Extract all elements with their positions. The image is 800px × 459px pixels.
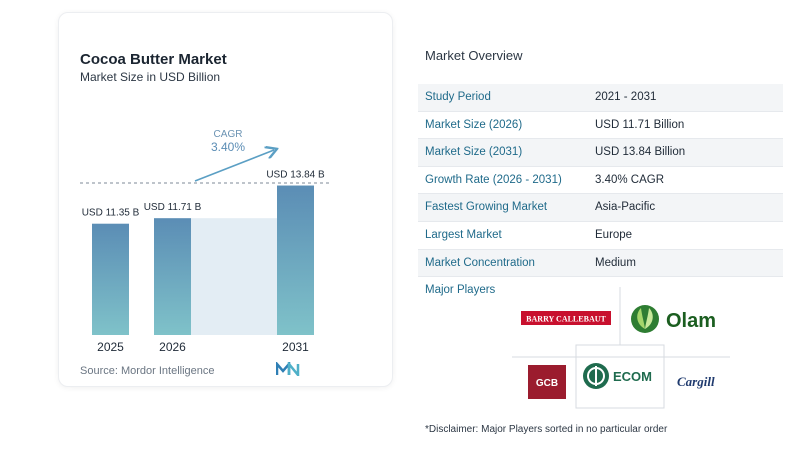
overview-key: Market Size (2031) (425, 146, 523, 159)
overview-value: Medium (595, 256, 636, 269)
overview-row: Market Concentration Medium (418, 249, 783, 278)
disclaimer-text: *Disclaimer: Major Players sorted in no … (425, 424, 668, 435)
svg-text:BARRY CALLEBAUT: BARRY CALLEBAUT (526, 315, 606, 324)
chart-subtitle: Market Size in USD Billion (80, 70, 221, 84)
mordor-logo-icon (276, 362, 300, 376)
svg-text:Olam: Olam (666, 310, 716, 332)
overview-value: 2021 - 2031 (595, 91, 657, 103)
gcb-logo-icon: GCB (528, 365, 566, 399)
major-players-label: Major Players (425, 284, 496, 296)
ecom-logo-icon: ECOM (583, 363, 652, 389)
bar-2026 (154, 218, 191, 335)
overview-key: Growth Rate (2026 - 2031) (425, 173, 562, 186)
overview-key: Market Size (2026) (425, 118, 523, 131)
overview-table: Study Period 2021 - 2031 Market Size (202… (418, 84, 783, 278)
chart-title: Cocoa Butter Market (80, 51, 227, 68)
overview-value: Europe (595, 228, 633, 241)
svg-text:Cargill: Cargill (677, 374, 715, 389)
bar-2025 (92, 223, 129, 335)
overview-key: Largest Market (425, 228, 502, 241)
overview-value: USD 11.71 Billion (595, 118, 685, 131)
olam-logo-icon: Olam (631, 305, 716, 333)
source-text: Source: Mordor Intelligence (80, 365, 215, 377)
overview-key: Fastest Growing Market (425, 201, 548, 214)
cagr-value: 3.40% (211, 140, 245, 154)
overview-key: Market Concentration (425, 256, 535, 269)
bar-chart: USD 11.35 B 2025 USD 11.71 B 2026 USD 13.84 … (80, 129, 330, 354)
overview-title: Market Overview (425, 48, 523, 63)
x-tick-2026: 2026 (159, 340, 186, 354)
overview-value: Asia-Pacific (595, 201, 656, 214)
overview-value: 3.40% CAGR (595, 173, 665, 186)
svg-text:GCB: GCB (536, 378, 558, 389)
overview-key: Study Period (425, 91, 491, 103)
overview-row: Fastest Growing Market Asia-Pacific (418, 194, 783, 222)
overview-row: Largest Market Europe (418, 222, 783, 250)
data-label-2026: USD 11.71 B (144, 202, 202, 213)
overview-row: Study Period 2021 - 2031 (418, 84, 783, 112)
cagr-label: CAGR (214, 129, 243, 140)
x-tick-2031: 2031 (282, 340, 309, 354)
overview-row: Market Size (2026) USD 11.71 Billion (418, 112, 783, 140)
overview-value: USD 13.84 Billion (595, 146, 686, 159)
bar-2031 (277, 185, 314, 335)
barry-callebaut-logo-icon: BARRY CALLEBAUT (521, 311, 611, 325)
data-label-2025: USD 11.35 B (82, 208, 140, 219)
overview-row: Growth Rate (2026 - 2031) 3.40% CAGR (418, 167, 783, 195)
svg-text:ECOM: ECOM (613, 369, 652, 384)
cargill-logo-icon: Cargill (677, 374, 715, 389)
x-tick-2025: 2025 (97, 340, 124, 354)
data-label-2031: USD 13.84 B (266, 170, 325, 181)
overview-row: Market Size (2031) USD 13.84 Billion (418, 139, 783, 167)
cagr-arrow (194, 150, 274, 182)
growth-area (191, 218, 277, 335)
